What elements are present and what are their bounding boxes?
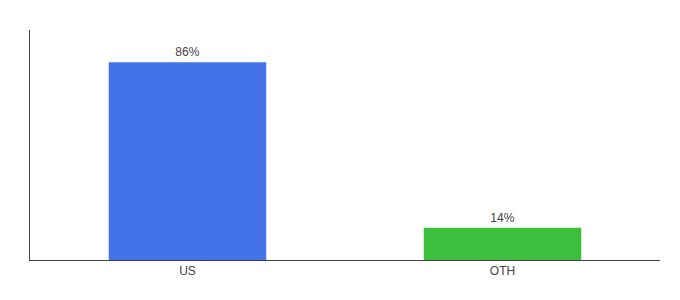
- svg-text:86%: 86%: [175, 45, 199, 59]
- svg-text:14%: 14%: [490, 211, 514, 225]
- svg-text:OTH: OTH: [490, 264, 515, 278]
- svg-text:US: US: [179, 264, 196, 278]
